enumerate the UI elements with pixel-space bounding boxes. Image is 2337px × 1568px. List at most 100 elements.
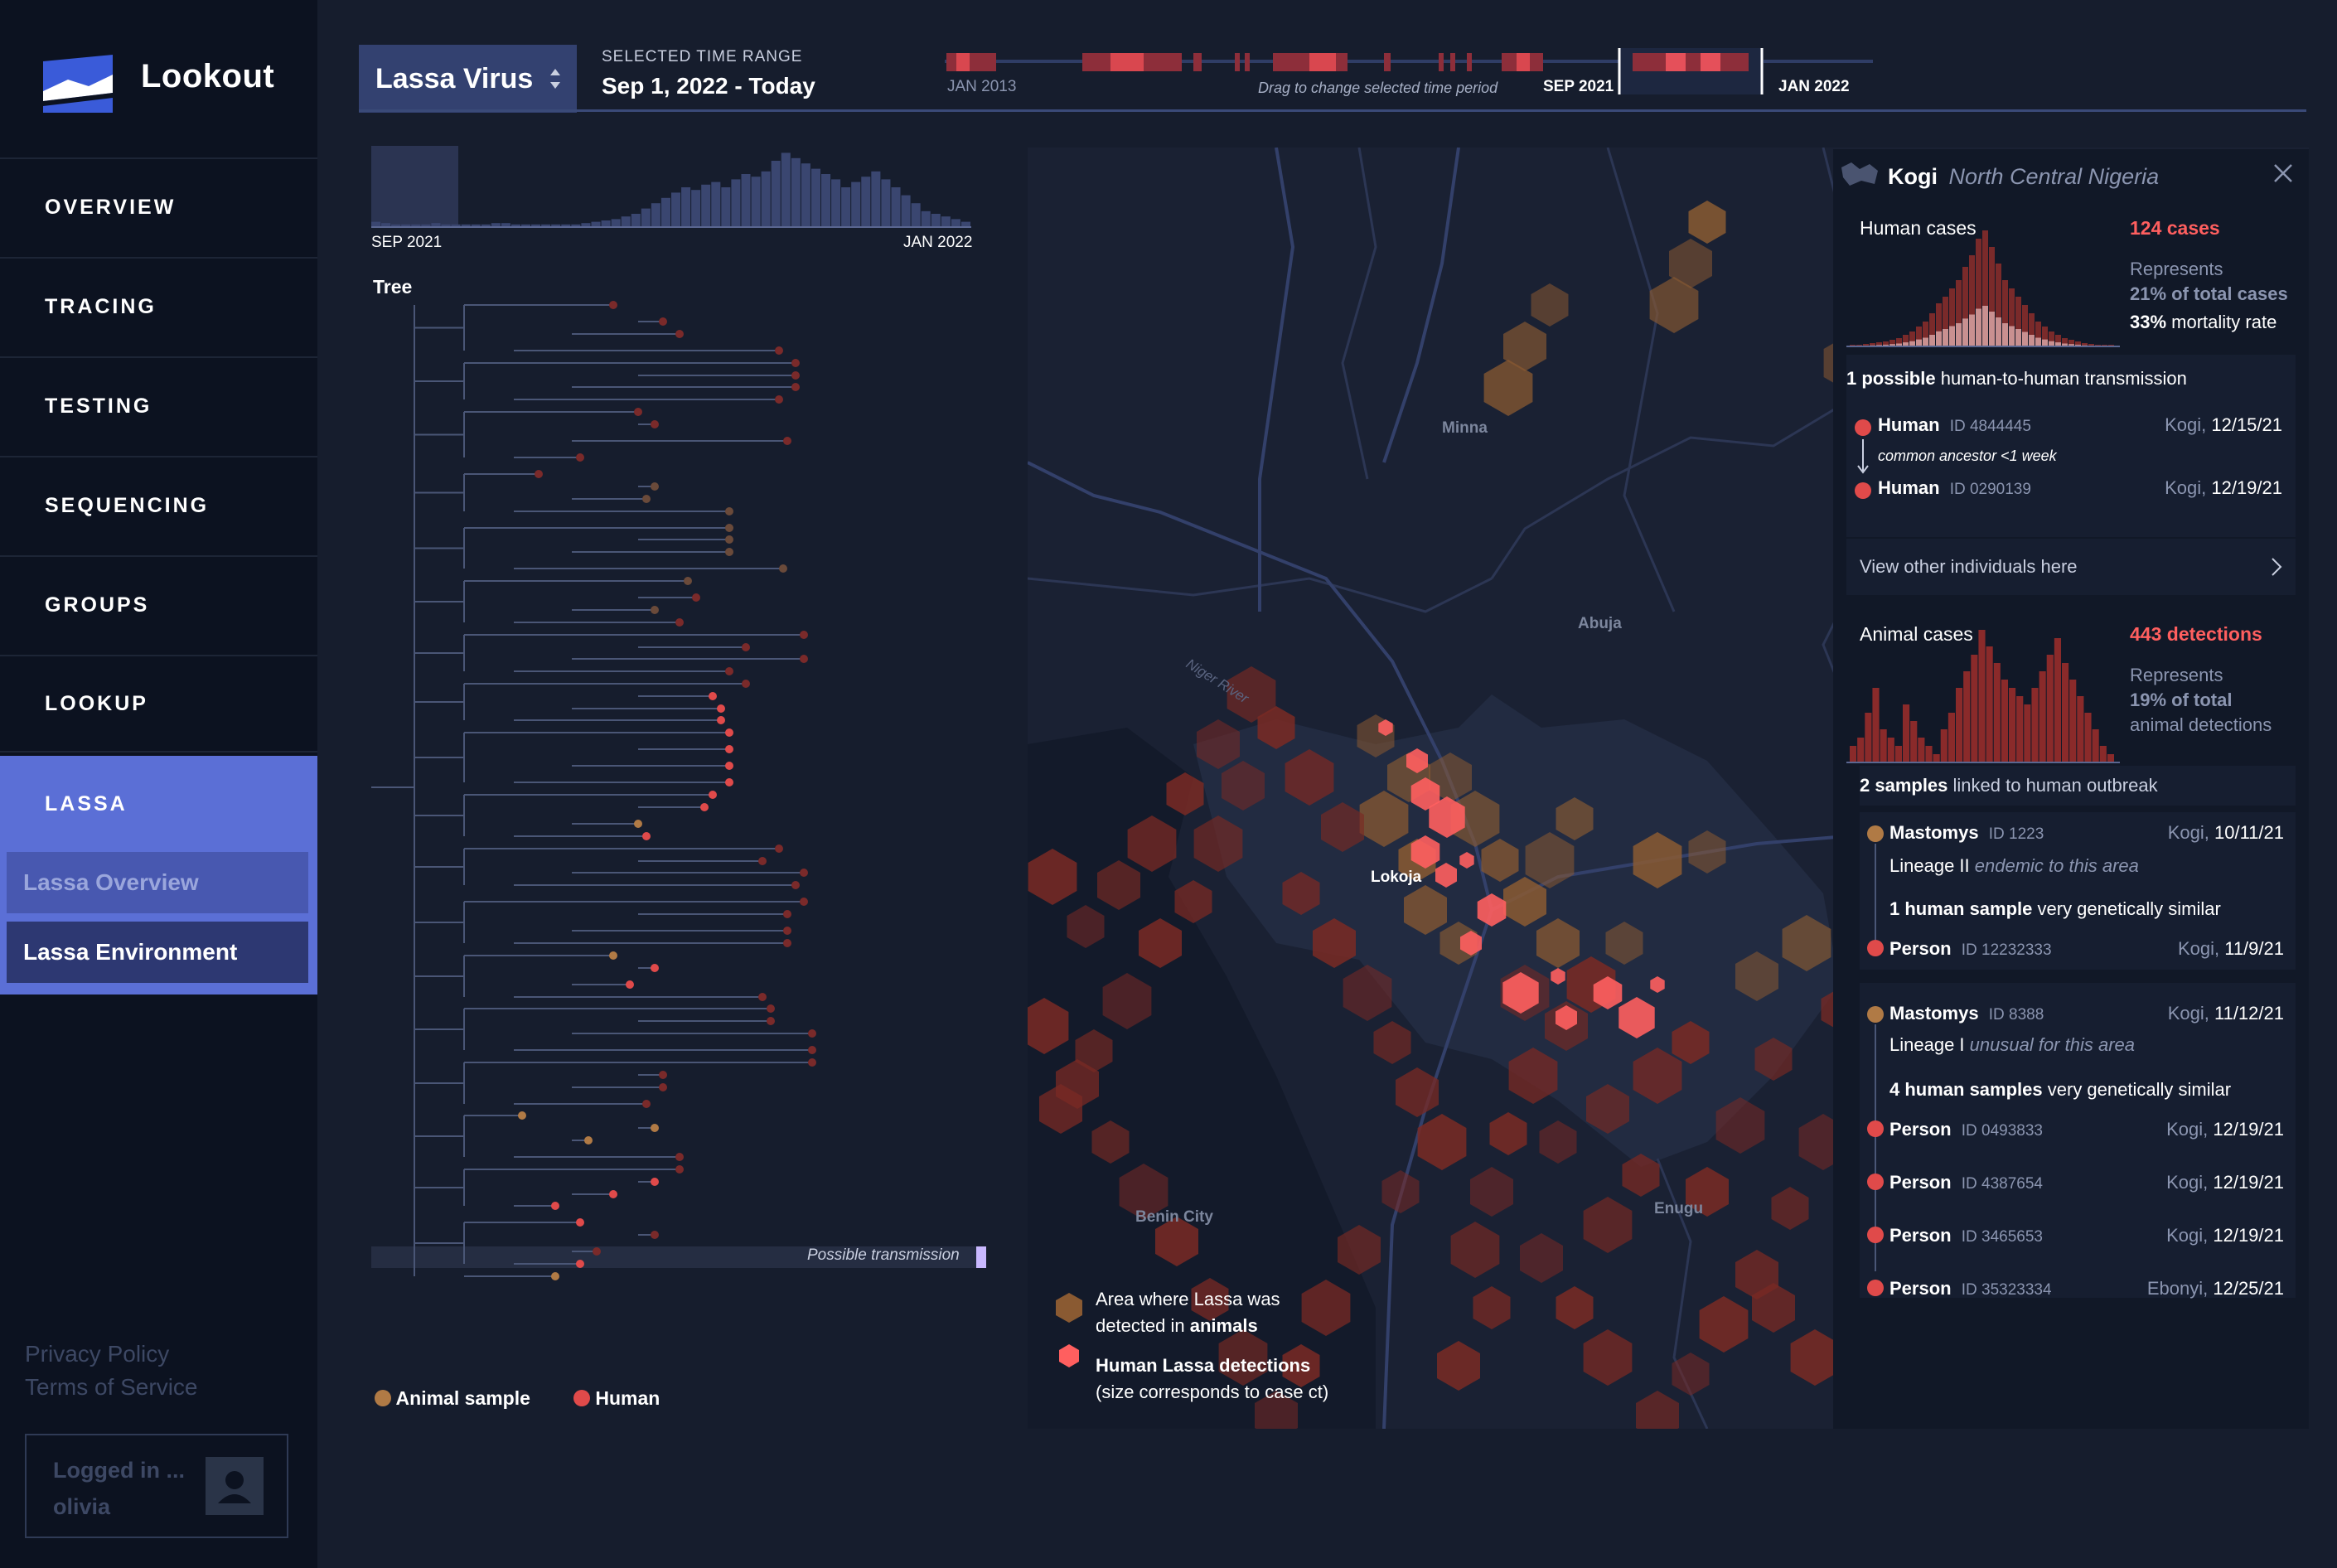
tree-leaf-dot[interactable]	[626, 980, 634, 989]
tree-leaf-dot[interactable]	[742, 643, 750, 651]
tree-leaf-dot[interactable]	[775, 346, 783, 355]
tree-leaf-dot[interactable]	[535, 470, 543, 478]
person-entry[interactable]: Person ID 4387654	[1889, 1172, 2043, 1193]
tree-leaf-dot[interactable]	[642, 495, 651, 503]
tree-leaf-dot[interactable]	[783, 927, 791, 935]
tree-leaf-dot[interactable]	[642, 1100, 651, 1108]
tree-leaf-dot[interactable]	[576, 1218, 584, 1227]
tree-leaf-dot[interactable]	[725, 524, 733, 532]
tree-leaf-dot[interactable]	[800, 898, 808, 906]
tree-leaf-dot[interactable]	[800, 655, 808, 663]
tree-leaf-dot[interactable]	[800, 869, 808, 877]
tree-leaf-dot[interactable]	[551, 1272, 559, 1280]
nav-lassa-environment[interactable]: Lassa Environment	[7, 922, 308, 983]
view-others-link[interactable]: View other individuals here	[1846, 539, 2296, 595]
tree-leaf-dot[interactable]	[725, 507, 733, 515]
tree-leaf-dot[interactable]	[725, 728, 733, 737]
tree-leaf-dot[interactable]	[609, 951, 617, 960]
tree-leaf-dot[interactable]	[775, 844, 783, 853]
tree-leaf-dot[interactable]	[651, 420, 659, 428]
tree-leaf-dot[interactable]	[808, 1046, 816, 1054]
tree-leaf-dot[interactable]	[551, 1202, 559, 1210]
user-box[interactable]: Logged in ... olivia	[25, 1434, 288, 1538]
nav-lassa[interactable]: LASSA	[45, 792, 128, 816]
tree-leaf-dot[interactable]	[609, 301, 617, 309]
tree-leaf-dot[interactable]	[709, 692, 717, 700]
tree-leaf-dot[interactable]	[593, 1247, 601, 1256]
close-icon[interactable]	[2272, 162, 2294, 184]
tree-leaf-dot[interactable]	[634, 820, 642, 828]
tree-leaf-dot[interactable]	[725, 778, 733, 786]
sample-group[interactable]: Mastomys ID 8388 Kogi, 11/12/21 Lineage …	[1860, 983, 2296, 1298]
tree-leaf-dot[interactable]	[800, 631, 808, 639]
tree-leaf-dot[interactable]	[767, 1017, 775, 1025]
tree-leaf-dot[interactable]	[791, 383, 800, 391]
transmission-title: 1 possible human-to-human transmission	[1846, 368, 2187, 390]
tree-leaf-dot[interactable]	[742, 680, 750, 688]
tree-leaf-dot[interactable]	[783, 437, 791, 445]
tree-leaf-dot[interactable]	[717, 704, 725, 713]
tree-leaf-dot[interactable]	[758, 857, 767, 865]
tree-leaf-dot[interactable]	[725, 762, 733, 770]
tree-leaf-dot[interactable]	[651, 1231, 659, 1239]
animal-hist-bar	[2093, 729, 2099, 762]
person-entry[interactable]: Person ID 0493833	[1889, 1119, 2043, 1140]
tree-leaf-dot[interactable]	[684, 577, 692, 585]
tree-leaf-dot[interactable]	[779, 564, 787, 573]
tree-leaf-dot[interactable]	[659, 317, 667, 326]
tree-leaf-dot[interactable]	[791, 359, 800, 367]
tree-leaf-dot[interactable]	[651, 1124, 659, 1132]
nav-testing[interactable]: TESTING	[0, 356, 317, 454]
privacy-policy-link[interactable]: Privacy Policy	[25, 1341, 169, 1367]
tree-leaf-dot[interactable]	[675, 330, 684, 338]
tree-leaf-dot[interactable]	[808, 1029, 816, 1038]
tree-leaf-dot[interactable]	[576, 1260, 584, 1268]
tree-leaf-dot[interactable]	[775, 395, 783, 404]
tree-leaf-dot[interactable]	[725, 667, 733, 675]
tree-leaf-dot[interactable]	[709, 791, 717, 799]
tree-leaf-dot[interactable]	[651, 1178, 659, 1186]
person-entry[interactable]: Person ID 12232333	[1889, 938, 2052, 960]
tree-leaf-dot[interactable]	[576, 453, 584, 462]
virus-select[interactable]: Lassa Virus	[359, 45, 577, 113]
tree-leaf-dot[interactable]	[717, 716, 725, 724]
tree-leaf-dot[interactable]	[642, 832, 651, 840]
tree-leaf-dot[interactable]	[767, 1004, 775, 1013]
tree-leaf-dot[interactable]	[783, 939, 791, 947]
tree-leaf-dot[interactable]	[725, 548, 733, 556]
nav-lassa-overview[interactable]: Lassa Overview	[7, 852, 308, 913]
tree-leaf-dot[interactable]	[700, 803, 709, 811]
tree-leaf-dot[interactable]	[651, 964, 659, 972]
person-entry[interactable]: Person ID 3465653	[1889, 1225, 2043, 1246]
tree-leaf-dot[interactable]	[659, 1083, 667, 1091]
transmission-entry[interactable]: Human ID 0290139	[1878, 477, 2031, 499]
sample-group[interactable]: Mastomys ID 1223 Kogi, 10/11/21 Lineage …	[1860, 812, 2296, 970]
tree-leaf-dot[interactable]	[634, 408, 642, 416]
nav-groups[interactable]: GROUPS	[0, 555, 317, 653]
tree-leaf-dot[interactable]	[791, 881, 800, 889]
person-entry[interactable]: Person ID 35323334	[1889, 1278, 2052, 1299]
phylogenetic-tree[interactable]	[356, 290, 986, 1367]
tree-leaf-dot[interactable]	[675, 1153, 684, 1161]
tree-leaf-dot[interactable]	[675, 1165, 684, 1174]
nav-overview[interactable]: OVERVIEW	[0, 157, 317, 255]
tree-leaf-dot[interactable]	[675, 618, 684, 627]
tree-leaf-dot[interactable]	[791, 371, 800, 380]
tree-leaf-dot[interactable]	[584, 1136, 593, 1145]
tree-leaf-dot[interactable]	[518, 1111, 526, 1120]
tree-leaf-dot[interactable]	[808, 1058, 816, 1067]
nav-lookup[interactable]: LOOKUP	[0, 655, 317, 753]
tree-leaf-dot[interactable]	[725, 535, 733, 544]
tree-leaf-dot[interactable]	[651, 482, 659, 491]
tree-leaf-dot[interactable]	[758, 993, 767, 1001]
tree-leaf-dot[interactable]	[609, 1190, 617, 1198]
tree-leaf-dot[interactable]	[651, 606, 659, 614]
tree-leaf-dot[interactable]	[783, 910, 791, 918]
terms-link[interactable]: Terms of Service	[25, 1374, 198, 1401]
tree-leaf-dot[interactable]	[725, 745, 733, 753]
nav-tracing[interactable]: TRACING	[0, 257, 317, 355]
nav-sequencing[interactable]: SEQUENCING	[0, 456, 317, 554]
tree-leaf-dot[interactable]	[659, 1071, 667, 1079]
tree-leaf-dot[interactable]	[692, 593, 700, 602]
transmission-entry[interactable]: Human ID 4844445	[1878, 414, 2031, 436]
